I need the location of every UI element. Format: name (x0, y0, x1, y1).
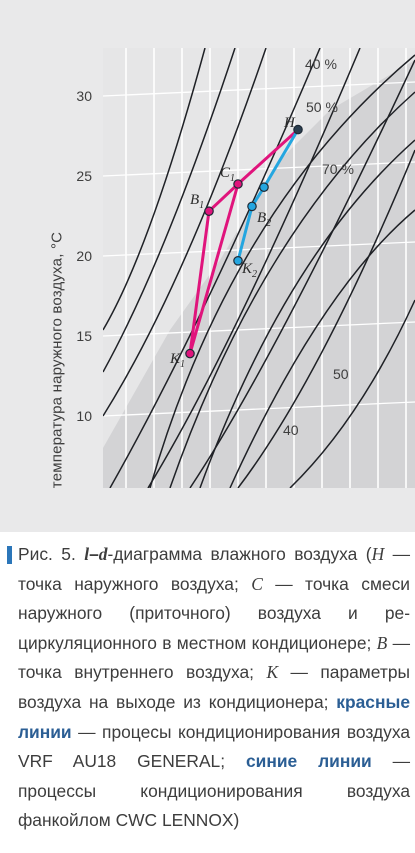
y-gridline (103, 161, 415, 177)
point-label-B1: B1 (190, 192, 204, 211)
y-axis-label: температура наружного воздуха, °C (48, 231, 66, 489)
y-tick-label: 25 (76, 168, 92, 184)
point-H (293, 124, 303, 135)
y-tick-label: 15 (76, 328, 92, 344)
chart-figure: 10 15 20 25 30 40 % 50 % 70 % 50 40 H C1 B1 … (0, 0, 415, 532)
point-C2 (259, 182, 269, 192)
y-gridline (103, 321, 415, 337)
y-gridline (103, 81, 415, 97)
caption-blue-lines: синие линии (245, 751, 372, 772)
y-gridline (103, 401, 415, 417)
figure-caption: Рис. 5. l–d-диаграмма влажного воздуха (… (0, 532, 415, 853)
y-gridline (103, 241, 415, 257)
caption-marker (7, 546, 12, 564)
point-K2 (233, 255, 243, 266)
point-label-K2: K2 (241, 261, 257, 280)
point-label-B2: B2 (257, 210, 271, 229)
y-tick-label: 30 (76, 88, 92, 104)
caption-red-lines: красные линии (18, 691, 410, 742)
point-K1 (185, 348, 195, 359)
point-B1 (204, 206, 214, 216)
point-B2 (247, 201, 257, 212)
point-C1 (233, 179, 243, 189)
point-label-H: H (283, 115, 296, 131)
enthalpy-label-50: 50 (333, 366, 349, 382)
rh-label-50: 50 % (306, 99, 338, 115)
point-label-K1: K1 (169, 351, 185, 370)
rh-label-40: 40 % (305, 56, 337, 72)
enthalpy-label-40: 40 (283, 422, 299, 438)
y-tick-label: 10 (76, 408, 92, 424)
y-tick-label: 20 (76, 248, 92, 264)
caption-text: Рис. 5. l–d-диаграмма влажного воздуха (… (18, 544, 410, 831)
point-label-C1: C1 (220, 165, 235, 184)
rh-label-70: 70 % (322, 161, 354, 177)
process-line-blue (236, 128, 300, 262)
